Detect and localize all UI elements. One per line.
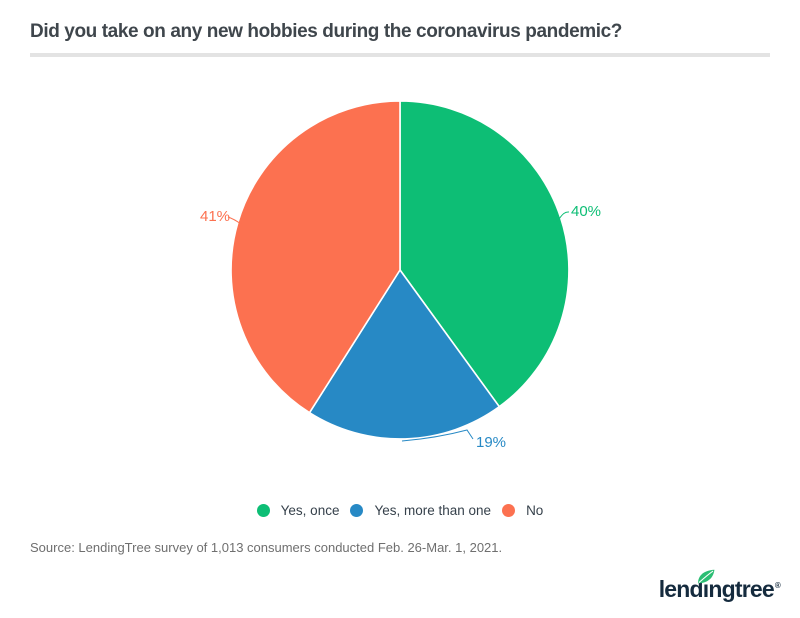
pie-slice-yes-more-than-one — [308, 269, 501, 440]
slice-label-yes-more-than-one: 19% — [476, 434, 506, 451]
logo-text-part2: ngtree — [708, 576, 774, 602]
slice-label-yes-once: 40% — [571, 203, 601, 220]
legend-item-yes-once: Yes, once — [256, 503, 340, 518]
lendingtree-logo: lendıngtree® — [658, 569, 781, 602]
legend-label-yes-once: Yes, once — [280, 503, 340, 518]
legend-dot-no — [502, 504, 516, 517]
slice-label-no: 41% — [200, 208, 230, 225]
leader-line-no — [227, 216, 242, 225]
source-note: Source: LendingTree survey of 1,013 cons… — [30, 540, 503, 555]
registered-mark: ® — [774, 581, 781, 591]
leader-line-yes-once — [552, 211, 570, 223]
legend-item-yes-more-than-one: Yes, more than one — [350, 503, 491, 518]
chart-title: Did you take on any new hobbies during t… — [30, 21, 622, 42]
leader-line-yes-more-than-one — [401, 429, 474, 442]
lendingtree-logo-text: lendıngtree® — [658, 569, 781, 602]
legend-dot-yes-once — [256, 504, 270, 517]
legend-label-yes-more-than-one: Yes, more than one — [374, 503, 492, 518]
logo-text-dotless-i: ı — [702, 576, 709, 602]
legend-item-no: No — [502, 503, 543, 518]
pie-slice-yes-once — [399, 100, 570, 408]
legend-dot-yes-more-than-one — [350, 504, 364, 517]
logo-text-part1: lend — [658, 576, 704, 602]
leaf-icon — [697, 569, 715, 584]
chart-legend: Yes, once Yes, more than one No — [0, 503, 800, 518]
pie-slice-no — [230, 100, 401, 414]
title-divider — [30, 53, 770, 57]
legend-label-no: No — [526, 503, 544, 518]
